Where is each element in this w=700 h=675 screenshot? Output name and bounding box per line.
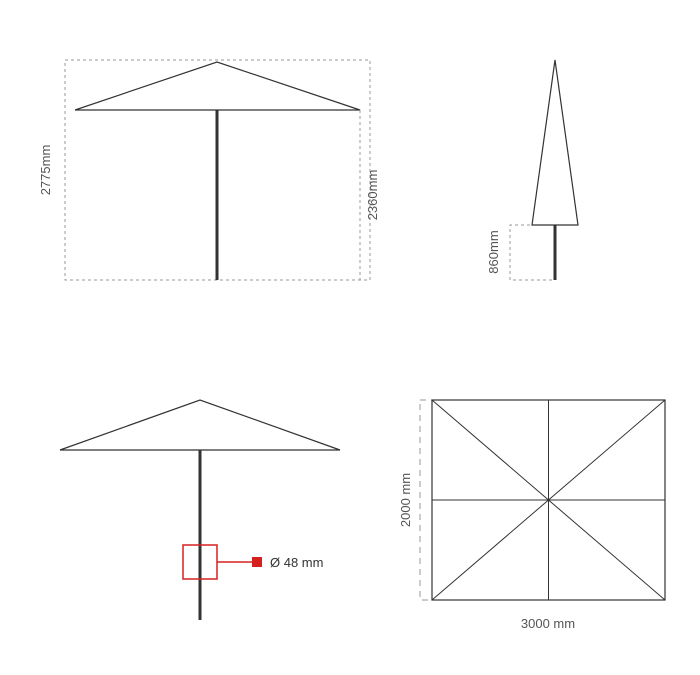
view-closed-side: 860mm bbox=[486, 60, 578, 280]
label-pole-diameter: Ø 48 mm bbox=[270, 555, 323, 570]
canopy-closed bbox=[532, 60, 578, 225]
label-canopy-depth: 2000 mm bbox=[398, 473, 413, 527]
label-clearance-height: 2360mm bbox=[365, 170, 380, 221]
canopy-open bbox=[75, 62, 360, 110]
label-closed-height: 860mm bbox=[486, 230, 501, 273]
label-overall-height: 2775mm bbox=[38, 145, 53, 196]
canopy-detail bbox=[60, 400, 340, 450]
callout-end-icon bbox=[252, 557, 262, 567]
closed-dim-box bbox=[510, 225, 552, 280]
view-pole-detail: Ø 48 mm bbox=[60, 400, 340, 620]
view-open-side: 2775mm 2360mm bbox=[38, 60, 380, 280]
view-top-plan: 2000 mm 3000 mm bbox=[398, 400, 665, 631]
dimension-diagram: 2775mm 2360mm 860mm Ø 48 mm bbox=[0, 0, 700, 675]
label-canopy-width: 3000 mm bbox=[521, 616, 575, 631]
